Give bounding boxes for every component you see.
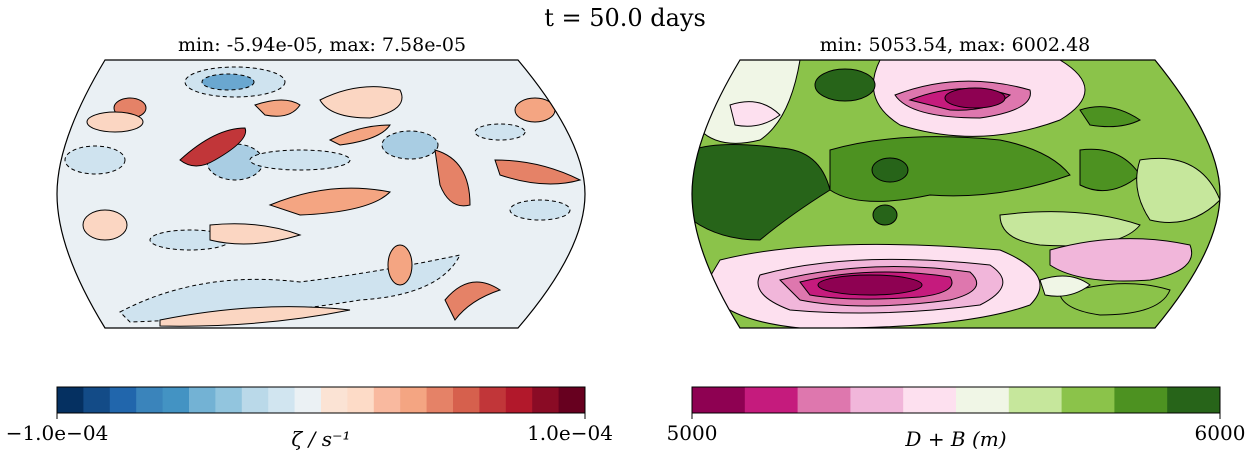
negative-vortex xyxy=(381,130,439,160)
vorticity-colorbar-max-label: 1.0e−04 xyxy=(527,421,613,445)
vorticity-colorbar-segment-7 xyxy=(241,387,269,413)
height-colorbar-min-label: 5000 xyxy=(667,421,718,445)
vorticity-colorbar-segment-10 xyxy=(321,387,348,413)
vorticity-colorbar-frame xyxy=(56,386,586,414)
vorticity-colorbar-segment-15 xyxy=(453,387,480,413)
positive-band xyxy=(159,306,351,327)
height-min-core xyxy=(944,87,1006,109)
negative-vortex xyxy=(474,123,526,141)
vorticity-colorbar-segment-5 xyxy=(189,387,216,413)
height-colorbar-segment-5 xyxy=(956,387,1010,413)
height-region xyxy=(729,101,781,127)
positive-vortex xyxy=(494,159,582,185)
height-colorbar-segment-0 xyxy=(692,387,746,413)
figure-title: t = 50.0 days xyxy=(544,4,706,32)
height-region xyxy=(1136,157,1220,223)
height-region xyxy=(1079,106,1141,128)
height-region xyxy=(829,136,1071,202)
height-region xyxy=(999,211,1141,247)
height-max-core xyxy=(871,157,909,183)
height-colorbar xyxy=(692,387,1221,413)
height-colorbar-segment-8 xyxy=(1114,387,1168,413)
positive-vortex xyxy=(387,244,413,286)
vorticity-colorbar-segment-11 xyxy=(347,387,375,413)
vorticity-map-outline xyxy=(56,59,586,329)
vorticity-colorbar-segment-13 xyxy=(400,387,428,413)
height-colorbar-max-label: 6000 xyxy=(1195,421,1246,445)
vorticity-colorbar-segment-17 xyxy=(505,387,533,413)
positive-vortex xyxy=(254,99,301,117)
vorticity-colorbar-min-label: −1.0e−04 xyxy=(6,421,109,445)
vorticity-colorbar-label: ζ / s⁻¹ xyxy=(291,427,350,451)
height-max-core xyxy=(814,68,876,102)
positive-vortex xyxy=(86,111,144,133)
vorticity-colorbar-segment-3 xyxy=(136,387,164,413)
vorticity-colorbar-segment-0 xyxy=(57,387,84,413)
positive-vortex xyxy=(179,127,247,167)
height-max-core xyxy=(872,204,898,226)
positive-vortex xyxy=(82,209,128,241)
height-region xyxy=(1059,283,1171,316)
vorticity-colorbar-segment-6 xyxy=(215,387,243,413)
height-colorbar-segment-1 xyxy=(744,387,799,413)
positive-vortex xyxy=(444,281,502,321)
height-colorbar-segment-4 xyxy=(903,387,957,413)
vorticity-colorbar-segment-12 xyxy=(373,387,401,413)
height-map-outline xyxy=(691,59,1221,329)
vorticity-panel-title: min: -5.94e-05, max: 7.58e-05 xyxy=(177,34,467,56)
vorticity-colorbar-segment-19 xyxy=(558,387,586,413)
vorticity-negative-regions xyxy=(64,66,571,323)
vorticity-colorbar-segment-1 xyxy=(83,387,111,413)
negative-vortex xyxy=(64,145,126,175)
positive-vortex xyxy=(268,187,392,216)
height-min-core xyxy=(817,274,923,296)
negative-vortex-core xyxy=(201,73,255,91)
height-region xyxy=(1049,238,1192,282)
negative-vortex xyxy=(249,149,351,171)
height-colorbar-segment-6 xyxy=(1008,387,1063,413)
negative-vortex xyxy=(509,199,571,221)
height-colorbar-segment-3 xyxy=(850,387,904,413)
height-colorbar-label: D + B (m) xyxy=(904,427,1006,451)
vorticity-colorbar-segment-18 xyxy=(532,387,560,413)
height-region xyxy=(1039,275,1091,297)
height-colorbar-segment-7 xyxy=(1061,387,1115,413)
height-panel-title: min: 5053.54, max: 6002.48 xyxy=(819,34,1091,56)
vorticity-positive-regions xyxy=(82,86,582,327)
vorticity-colorbar-segment-9 xyxy=(294,387,322,413)
height-colorbar-frame xyxy=(691,386,1221,414)
height-colorbar-segment-9 xyxy=(1167,387,1221,413)
positive-vortex xyxy=(209,223,302,245)
positive-vortex xyxy=(434,149,471,207)
height-map xyxy=(691,59,1221,329)
vorticity-colorbar-segment-14 xyxy=(426,387,454,413)
positive-vortex xyxy=(319,86,403,119)
vorticity-colorbar-segment-8 xyxy=(268,387,296,413)
vorticity-colorbar-segment-2 xyxy=(109,387,137,413)
vorticity-colorbar xyxy=(57,387,586,413)
height-regions xyxy=(692,60,1220,328)
vorticity-colorbar-segment-4 xyxy=(162,387,190,413)
positive-vortex xyxy=(328,124,391,146)
vorticity-colorbar-segment-16 xyxy=(479,387,507,413)
height-colorbar-segment-2 xyxy=(797,387,851,413)
vorticity-map xyxy=(56,59,586,329)
